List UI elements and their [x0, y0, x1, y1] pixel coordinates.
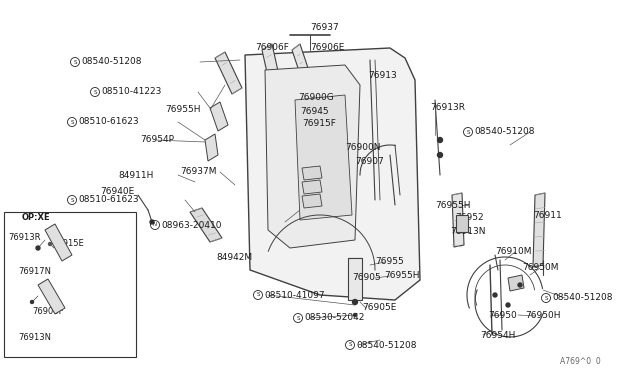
Bar [4, 212, 136, 357]
Text: S: S [70, 119, 74, 125]
Text: 76915E: 76915E [52, 240, 84, 248]
Text: 76937: 76937 [310, 23, 339, 32]
Text: 08510-61623: 08510-61623 [78, 118, 139, 126]
Text: 08510-41097: 08510-41097 [264, 291, 324, 299]
Polygon shape [45, 224, 72, 261]
Polygon shape [533, 193, 545, 267]
Polygon shape [38, 279, 65, 314]
Circle shape [518, 283, 522, 287]
Text: 76907: 76907 [355, 157, 384, 167]
Circle shape [506, 303, 510, 307]
Text: 76945: 76945 [300, 108, 328, 116]
Polygon shape [295, 95, 352, 220]
Text: A769^0  0: A769^0 0 [560, 357, 601, 366]
Text: S: S [70, 198, 74, 202]
Text: S: S [296, 315, 300, 321]
Text: 76954H: 76954H [480, 330, 515, 340]
Text: 76900G: 76900G [298, 93, 333, 103]
Text: 84942M: 84942M [216, 253, 252, 263]
Text: S: S [544, 295, 548, 301]
Text: 76955H: 76955H [435, 201, 470, 209]
Polygon shape [265, 65, 360, 248]
Polygon shape [210, 102, 228, 131]
Text: 76915F: 76915F [302, 119, 336, 128]
Circle shape [438, 153, 442, 157]
Text: 76905E: 76905E [362, 304, 396, 312]
Text: S: S [467, 129, 470, 135]
Text: 08540-51208: 08540-51208 [81, 58, 141, 67]
Text: S: S [73, 60, 77, 64]
Text: 76955: 76955 [375, 257, 404, 266]
Text: 76910M: 76910M [495, 247, 531, 257]
Text: S: S [93, 90, 97, 94]
Text: S: S [348, 343, 352, 347]
Polygon shape [205, 134, 218, 161]
Text: 08540-51208: 08540-51208 [356, 340, 417, 350]
Text: 76913N: 76913N [450, 228, 486, 237]
Text: 76911: 76911 [533, 211, 562, 219]
Circle shape [353, 314, 356, 317]
Polygon shape [190, 208, 222, 242]
Polygon shape [348, 258, 362, 300]
Circle shape [150, 220, 154, 224]
Text: 76940E: 76940E [100, 187, 134, 196]
Text: N: N [153, 222, 157, 228]
Text: 76900N: 76900N [345, 144, 381, 153]
Text: 08540-51208: 08540-51208 [474, 128, 534, 137]
Text: 76955H: 76955H [384, 272, 419, 280]
Text: 76937M: 76937M [180, 167, 216, 176]
Text: 76917N: 76917N [18, 267, 51, 276]
Circle shape [353, 299, 358, 305]
Text: 76950H: 76950H [525, 311, 561, 321]
Circle shape [438, 138, 442, 142]
Circle shape [49, 243, 51, 246]
Polygon shape [302, 180, 322, 194]
Text: 84911H: 84911H [118, 170, 154, 180]
Text: 76913N: 76913N [18, 334, 51, 343]
Text: 76950: 76950 [488, 311, 516, 321]
Polygon shape [215, 52, 242, 94]
Polygon shape [262, 44, 280, 86]
Text: 76905: 76905 [352, 273, 381, 282]
Polygon shape [508, 275, 524, 291]
Text: S: S [256, 292, 260, 298]
Text: 76906E: 76906E [310, 44, 344, 52]
Polygon shape [302, 166, 322, 180]
Text: 76950M: 76950M [522, 263, 559, 273]
Text: 76906F: 76906F [32, 308, 63, 317]
Text: OP:XE: OP:XE [22, 214, 51, 222]
Text: 08510-61623: 08510-61623 [78, 196, 139, 205]
Text: 08540-51208: 08540-51208 [552, 294, 612, 302]
Text: 08963-20410: 08963-20410 [161, 221, 221, 230]
Text: 08510-41223: 08510-41223 [101, 87, 161, 96]
Text: 76955H: 76955H [165, 106, 200, 115]
Polygon shape [302, 194, 322, 208]
Circle shape [36, 246, 40, 250]
Circle shape [493, 293, 497, 297]
Text: 08530-52042: 08530-52042 [304, 314, 364, 323]
Text: 76913R: 76913R [430, 103, 465, 112]
Text: 76913: 76913 [368, 71, 397, 80]
Text: 76906F: 76906F [255, 44, 289, 52]
Polygon shape [292, 44, 308, 74]
Circle shape [31, 301, 33, 304]
Text: 76954P: 76954P [140, 135, 174, 144]
Text: 76952: 76952 [455, 214, 484, 222]
Text: 76913R: 76913R [8, 234, 40, 243]
Polygon shape [452, 193, 464, 247]
Polygon shape [456, 215, 468, 232]
Polygon shape [245, 48, 420, 300]
